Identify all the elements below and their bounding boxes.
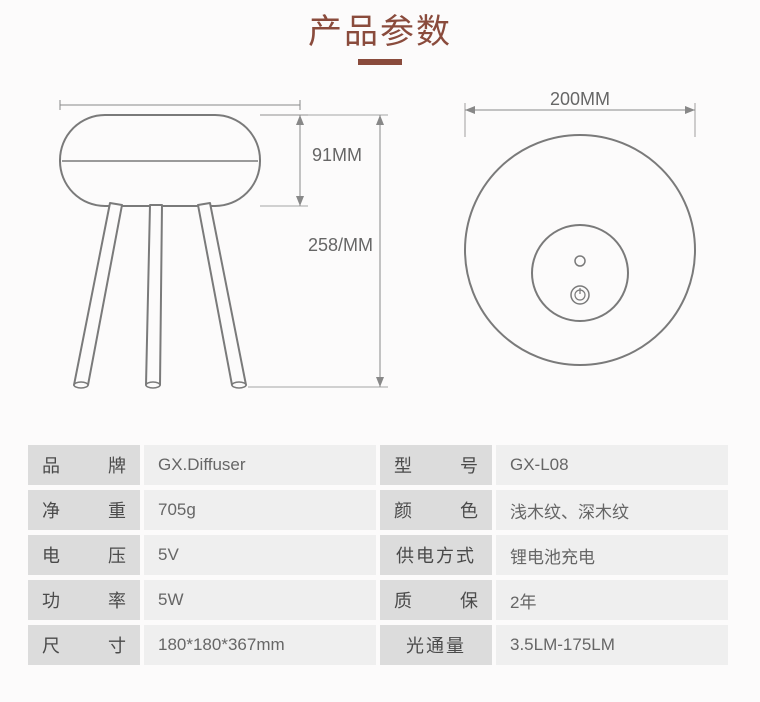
- spec-label-brand: 品牌: [28, 445, 140, 485]
- spec-label-lumen: 光通量: [380, 625, 492, 665]
- dim-cap-height: 91MM: [312, 145, 362, 166]
- spec-label-model: 型号: [380, 445, 492, 485]
- spec-label-warranty: 质保: [380, 580, 492, 620]
- spec-row: 型号 GX-L08: [380, 445, 732, 485]
- spec-row: 功率 5W: [28, 580, 380, 620]
- spec-value-wattage: 5W: [144, 580, 376, 620]
- spec-value-color: 浅木纹、深木纹: [496, 490, 728, 530]
- spec-row: 净重 705g: [28, 490, 380, 530]
- spec-value-warranty: 2年: [496, 580, 728, 620]
- spec-label-power-supply: 供电方式: [380, 535, 492, 575]
- spec-row: 尺寸 180*180*367mm: [28, 625, 380, 665]
- spec-value-weight: 705g: [144, 490, 376, 530]
- spec-label-voltage: 电压: [28, 535, 140, 575]
- spec-value-power-supply: 锂电池充电: [496, 535, 728, 575]
- spec-label-color: 颜色: [380, 490, 492, 530]
- spec-label-weight: 净重: [28, 490, 140, 530]
- spec-row: 品牌 GX.Diffuser: [28, 445, 380, 485]
- diagram-area: 91MM 258/MM 200MM: [0, 75, 760, 445]
- spec-row: 质保 2年: [380, 580, 732, 620]
- top-view-diagram: 200MM: [440, 85, 720, 425]
- spec-value-model: GX-L08: [496, 445, 728, 485]
- spec-value-brand: GX.Diffuser: [144, 445, 376, 485]
- top-view-svg: [440, 85, 720, 425]
- dim-top-width: 200MM: [550, 89, 610, 110]
- spec-row: 光通量 3.5LM-175LM: [380, 625, 732, 665]
- page-title: 产品参数: [0, 4, 760, 53]
- spec-value-voltage: 5V: [144, 535, 376, 575]
- spec-label-wattage: 功率: [28, 580, 140, 620]
- spec-label-dimensions: 尺寸: [28, 625, 140, 665]
- dim-total-height: 258/MM: [308, 235, 373, 256]
- spec-row: 电压 5V: [28, 535, 380, 575]
- spec-table: 品牌 GX.Diffuser 型号 GX-L08 净重 705g 颜色 浅木纹、…: [0, 445, 760, 665]
- spec-row: 颜色 浅木纹、深木纹: [380, 490, 732, 530]
- title-underline: [358, 59, 402, 65]
- spec-value-dimensions: 180*180*367mm: [144, 625, 376, 665]
- spec-row: 供电方式 锂电池充电: [380, 535, 732, 575]
- side-view-diagram: 91MM 258/MM: [40, 85, 400, 425]
- spec-value-lumen: 3.5LM-175LM: [496, 625, 728, 665]
- title-section: 产品参数: [0, 0, 760, 75]
